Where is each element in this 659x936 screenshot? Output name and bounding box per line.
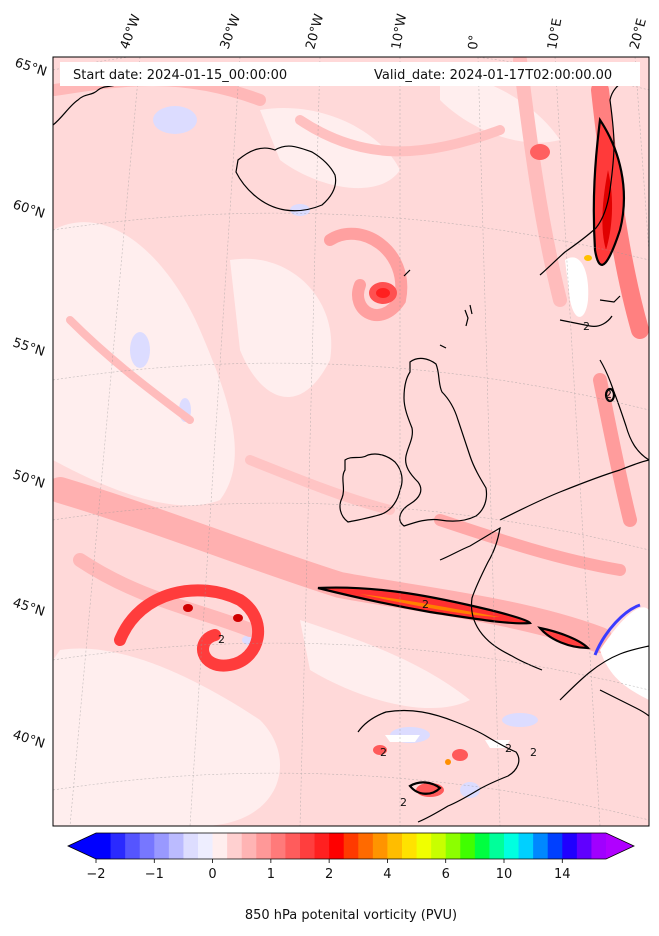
lat-label: 60°N (11, 198, 47, 222)
pv-2-contours (317, 116, 626, 795)
colorbar-segment (198, 833, 214, 859)
latitude-labels: 65°N 60°N 55°N 50°N 45°N 40°N (11, 56, 49, 752)
colorbar-segment (562, 833, 578, 859)
lon-label: 10°E (545, 17, 565, 50)
colorbar-segment (227, 833, 243, 859)
colorbar-tick-label: −2 (86, 867, 105, 882)
colorbar-segment (372, 833, 388, 859)
graticule (53, 57, 649, 826)
colorbar-tick-label: 10 (496, 867, 513, 882)
colorbar-segment (576, 833, 592, 859)
lat-label: 65°N (13, 56, 49, 80)
colorbar-segment (489, 833, 505, 859)
colorbar-segment (139, 833, 155, 859)
contour-label: 2 (530, 746, 537, 759)
colorbar-segment (110, 833, 126, 859)
contour-label: 2 (422, 598, 429, 611)
lon-label: 40°W (118, 12, 144, 51)
colorbar-segment (518, 833, 534, 859)
colorbar-segment (591, 833, 607, 859)
map-panel: 2 2 2 2 2 2 2 2 Start date: 202 (53, 57, 649, 826)
colorbar-under-arrow (68, 833, 96, 859)
colorbar-segment (300, 833, 316, 859)
colorbar-segment (285, 833, 301, 859)
colorbar-tick-label: 14 (554, 867, 571, 882)
colorbar-segment (445, 833, 461, 859)
map-frame (52, 56, 650, 827)
colorbar-segment (431, 833, 447, 859)
start-date-label: Start date: 2024-01-15_00:00:00 (73, 68, 287, 83)
colorbar-tick-label: 0 (208, 867, 216, 882)
date-header-box (60, 62, 640, 86)
colorbar-segment (154, 833, 170, 859)
lat-label: 55°N (11, 336, 47, 360)
colorbar-segment (256, 833, 272, 859)
colorbar: −2 −1 0 1 2 4 6 10 14 850 hPa potenital vorticit… (67, 832, 635, 923)
lat-label: 50°N (11, 468, 47, 492)
valid-date-label: Valid_date: 2024-01-17T02:00:00.00 (374, 68, 612, 83)
colorbar-segment (416, 833, 432, 859)
colorbar-segment (125, 833, 141, 859)
contour-label: 2 (218, 633, 225, 646)
lon-label: 20°W (303, 12, 327, 51)
colorbar-segment (387, 833, 403, 859)
colorbar-tick-label: 2 (325, 867, 333, 882)
colorbar-segment (270, 833, 286, 859)
pv-positive-streaks (53, 57, 649, 653)
colorbar-segments (96, 833, 607, 859)
contour-label: 2 (400, 796, 407, 809)
colorbar-tick-label: 1 (267, 867, 275, 882)
colorbar-segment (533, 833, 549, 859)
coastlines (53, 77, 649, 823)
contour-label: 2 (380, 746, 387, 759)
lat-label: 40°N (11, 728, 47, 752)
lat-label: 45°N (11, 596, 47, 620)
lon-label: 0° (466, 34, 482, 50)
colorbar-over-arrow (606, 833, 634, 859)
colorbar-tick-label: 6 (442, 867, 450, 882)
colorbar-segment (329, 833, 345, 859)
colorbar-segment (183, 833, 199, 859)
colorbar-segment (343, 833, 359, 859)
colorbar-segment (460, 833, 476, 859)
contour-label: 2 (605, 388, 612, 401)
colorbar-segment (474, 833, 490, 859)
lon-label: 10°W (389, 13, 410, 51)
colorbar-ticks: −2 −1 0 1 2 4 6 10 14 (86, 859, 571, 882)
colorbar-tick-label: −1 (145, 867, 164, 882)
colorbar-label: 850 hPa potenital vorticity (PVU) (245, 908, 457, 923)
contour-label: 2 (583, 320, 590, 333)
colorbar-segment (96, 833, 112, 859)
colorbar-segment (168, 833, 184, 859)
lon-label: 20°E (627, 17, 650, 51)
colorbar-tick-label: 4 (383, 867, 391, 882)
longitude-labels: 40°W 30°W 20°W 10°W 0° 10°E 20°E (118, 12, 650, 51)
colorbar-segment (241, 833, 257, 859)
contour-label: 2 (505, 742, 512, 755)
colorbar-segment (314, 833, 330, 859)
colorbar-segment (212, 833, 228, 859)
colorbar-segment (358, 833, 374, 859)
colorbar-segment (402, 833, 418, 859)
lon-label: 30°W (218, 12, 244, 51)
colorbar-segment (504, 833, 520, 859)
contour-labels: 2 2 2 2 2 2 2 2 (218, 320, 612, 809)
colorbar-segment (547, 833, 563, 859)
